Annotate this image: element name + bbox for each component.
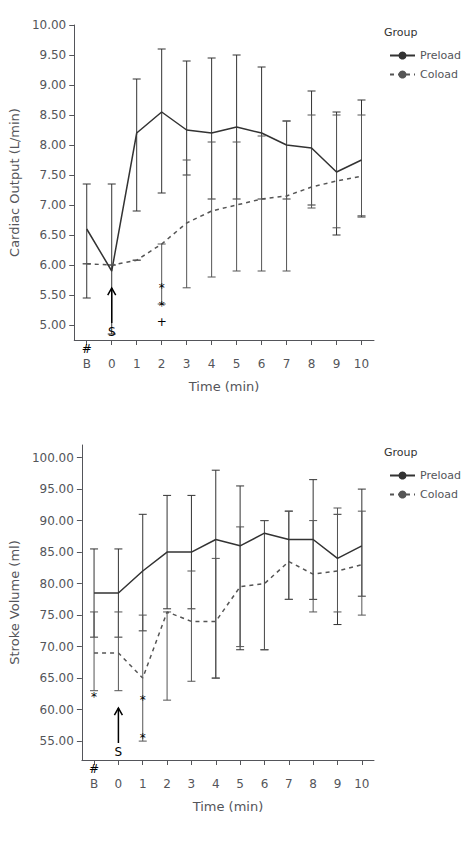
svg-text:100.00: 100.00: [32, 451, 74, 465]
svg-text:9: 9: [333, 357, 341, 371]
svg-text:6.50: 6.50: [40, 228, 67, 242]
svg-text:0: 0: [108, 357, 116, 371]
svg-text:75.00: 75.00: [40, 608, 74, 622]
svg-text:5: 5: [233, 357, 241, 371]
svg-text:*: *: [140, 693, 146, 707]
svg-text:#: #: [82, 342, 92, 356]
svg-text:B: B: [83, 357, 91, 371]
svg-text:*: *: [159, 299, 165, 313]
svg-text:70.00: 70.00: [40, 640, 74, 654]
svg-text:Preload: Preload: [420, 49, 461, 62]
svg-text:Coload: Coload: [420, 488, 458, 501]
svg-text:1: 1: [133, 357, 141, 371]
svg-text:6: 6: [258, 357, 266, 371]
svg-text:8.50: 8.50: [40, 108, 67, 122]
svg-text:6.00: 6.00: [40, 258, 67, 272]
svg-text:Stroke Volume (ml): Stroke Volume (ml): [7, 540, 22, 664]
svg-text:7: 7: [283, 357, 291, 371]
svg-text:95.00: 95.00: [40, 482, 74, 496]
svg-text:1: 1: [139, 777, 147, 791]
svg-text:Coload: Coload: [420, 68, 458, 81]
svg-text:5.50: 5.50: [40, 288, 67, 302]
svg-text:8: 8: [308, 357, 316, 371]
svg-text:10.00: 10.00: [32, 18, 66, 32]
svg-text:65.00: 65.00: [40, 671, 74, 685]
svg-text:*: *: [159, 281, 165, 295]
svg-text:3: 3: [183, 357, 191, 371]
svg-text:7: 7: [285, 777, 293, 791]
svg-text:7.50: 7.50: [40, 168, 67, 182]
svg-text:2: 2: [158, 357, 166, 371]
svg-text:Time (min): Time (min): [192, 799, 264, 814]
svg-text:7.00: 7.00: [40, 198, 67, 212]
svg-text:2: 2: [163, 777, 171, 791]
svg-text:5: 5: [236, 777, 244, 791]
svg-text:8: 8: [309, 777, 317, 791]
svg-text:10: 10: [354, 357, 369, 371]
svg-text:85.00: 85.00: [40, 545, 74, 559]
svg-text:5.00: 5.00: [40, 318, 67, 332]
svg-text:S: S: [108, 325, 116, 339]
svg-text:9: 9: [334, 777, 342, 791]
svg-text:0: 0: [115, 777, 123, 791]
svg-text:6: 6: [261, 777, 269, 791]
svg-text:80.00: 80.00: [40, 577, 74, 591]
svg-text:B: B: [90, 777, 98, 791]
svg-text:9.00: 9.00: [40, 78, 67, 92]
svg-text:90.00: 90.00: [40, 514, 74, 528]
svg-text:S: S: [115, 745, 123, 759]
svg-text:55.00: 55.00: [40, 734, 74, 748]
svg-text:9.50: 9.50: [40, 48, 67, 62]
svg-text:*: *: [91, 690, 97, 704]
svg-text:Preload: Preload: [420, 469, 461, 482]
svg-text:Group: Group: [384, 26, 418, 39]
svg-text:4: 4: [212, 777, 220, 791]
svg-text:Time (min): Time (min): [188, 379, 260, 394]
svg-text:+: +: [157, 315, 167, 329]
svg-text:4: 4: [208, 357, 216, 371]
svg-text:10: 10: [354, 777, 369, 791]
svg-text:60.00: 60.00: [40, 703, 74, 717]
svg-text:#: #: [89, 762, 99, 776]
svg-text:3: 3: [188, 777, 196, 791]
svg-text:8.00: 8.00: [40, 138, 67, 152]
svg-text:Group: Group: [384, 446, 418, 459]
svg-text:*: *: [140, 731, 146, 745]
svg-text:Cardiac Output (L/min): Cardiac Output (L/min): [7, 108, 22, 257]
